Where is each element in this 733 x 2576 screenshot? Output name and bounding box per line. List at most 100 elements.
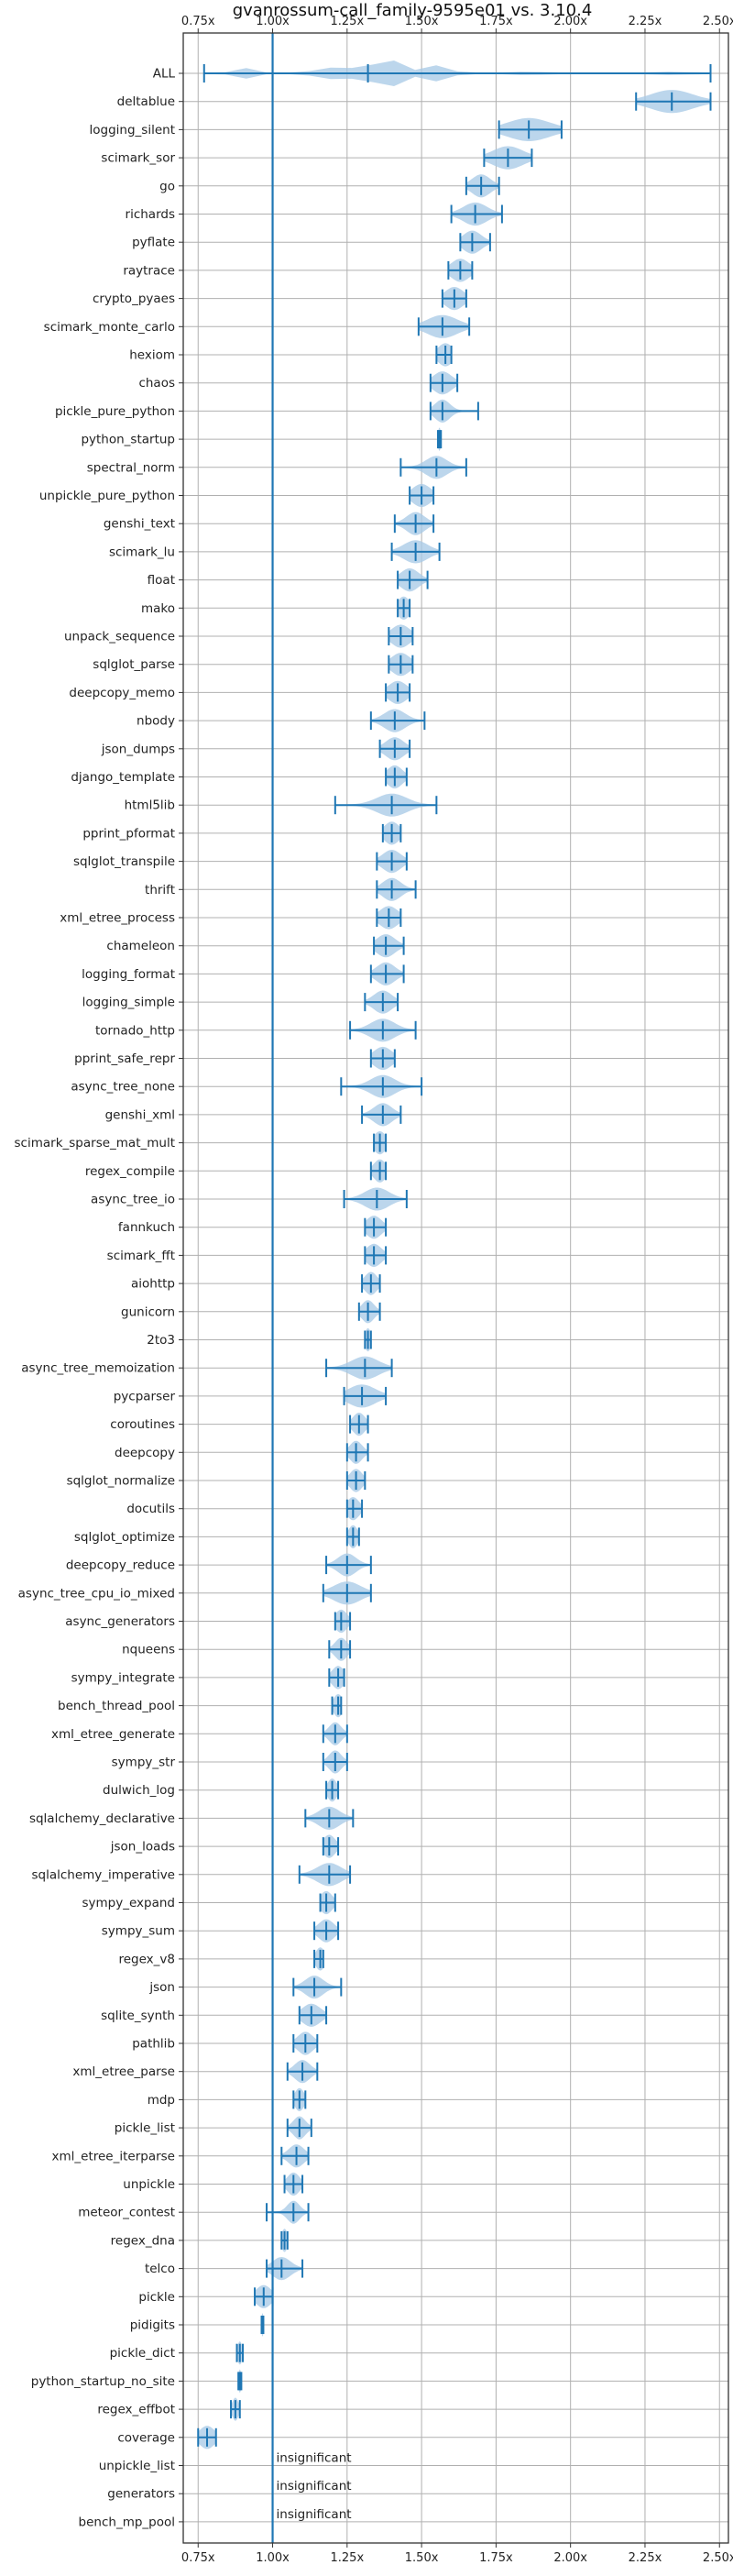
x-tick-label-top: 2.50x xyxy=(703,15,733,28)
benchmark-label: pycparser xyxy=(114,1389,176,1404)
benchmark-label: coverage xyxy=(117,2430,175,2445)
benchmark-label: scimark_lu xyxy=(109,545,175,559)
benchmark-label: json xyxy=(148,1980,175,1995)
benchmark-label: regex_compile xyxy=(85,1164,175,1179)
violin-bodies xyxy=(198,61,711,2449)
benchmark-label: async_tree_none xyxy=(71,1080,175,1095)
benchmark-label: deepcopy xyxy=(115,1446,175,1460)
benchmark-label: spectral_norm xyxy=(87,460,175,475)
benchmark-label: telco xyxy=(145,2262,175,2276)
benchmark-label: sympy_sum xyxy=(102,1924,175,1939)
benchmark-label: sqlglot_parse xyxy=(93,657,175,672)
whiskers xyxy=(197,64,712,2447)
benchmark-label: unpickle xyxy=(123,2177,175,2192)
benchmark-label: unpack_sequence xyxy=(64,630,175,644)
x-tick-label-top: 0.75x xyxy=(181,15,215,28)
benchmark-label: deepcopy_memo xyxy=(69,686,175,700)
x-tick-label-top: 1.25x xyxy=(331,15,365,28)
benchmark-label: bench_mp_pool xyxy=(79,2515,175,2529)
benchmark-label: async_generators xyxy=(65,1614,175,1629)
benchmark-label: html5lib xyxy=(125,798,175,813)
benchmark-label: bench_thread_pool xyxy=(58,1699,175,1713)
benchmark-label: sqlite_synth xyxy=(101,2009,175,2023)
benchmark-label: pickle_dict xyxy=(110,2346,175,2361)
benchmark-label: genshi_xml xyxy=(105,1107,175,1122)
benchmark-label: sympy_integrate xyxy=(71,1670,175,1685)
benchmark-label: nqueens xyxy=(122,1643,175,1657)
x-tick-label-bottom: 2.25x xyxy=(629,2551,662,2565)
grid xyxy=(183,33,728,2543)
benchmark-label: python_startup_no_site xyxy=(31,2374,175,2389)
x-tick-label-top: 2.00x xyxy=(553,15,587,28)
benchmark-label: async_tree_cpu_io_mixed xyxy=(18,1586,175,1601)
benchmark-label: go xyxy=(159,179,175,193)
plot-frame xyxy=(182,32,729,2544)
benchmark-label: pidigits xyxy=(130,2318,175,2333)
benchmark-label: pprint_safe_repr xyxy=(74,1051,175,1066)
x-tick-label-bottom: 1.00x xyxy=(256,2551,290,2565)
benchmark-label: tornado_http xyxy=(95,1023,175,1038)
benchmark-label: regex_dna xyxy=(111,2233,175,2248)
axis-ticks: 0.75x 0.75x 1.00x 1.00x 1.25x 1.25x 1.50x 1.50x… xyxy=(179,15,733,2565)
benchmark-label: raytrace xyxy=(123,263,175,278)
benchmark-label: mdp xyxy=(148,2093,175,2108)
benchmark-label: coroutines xyxy=(110,1417,175,1432)
benchmark-label: xml_etree_parse xyxy=(72,2064,175,2079)
benchmark-label: python_startup xyxy=(81,433,175,447)
benchmark-label: logging_silent xyxy=(90,123,175,138)
benchmark-label: hexiom xyxy=(129,348,175,363)
benchmark-label: scimark_fft xyxy=(107,1249,175,1263)
benchmark-label: xml_etree_generate xyxy=(51,1727,175,1742)
x-tick-label-bottom: 1.75x xyxy=(479,2551,513,2565)
benchmark-label: sqlglot_optimize xyxy=(74,1530,175,1545)
benchmark-label: json_loads xyxy=(110,1840,175,1855)
benchmark-label: aiohttp xyxy=(131,1277,175,1292)
benchmark-label: django_template xyxy=(71,770,175,785)
benchmark-label: sympy_str xyxy=(112,1756,176,1770)
insignificant-label: insignificant xyxy=(277,2451,352,2466)
benchmark-label: generators xyxy=(107,2487,175,2502)
x-tick-label-bottom: 1.25x xyxy=(331,2551,365,2565)
benchmark-label: dulwich_log xyxy=(103,1783,175,1798)
benchmark-label: sqlalchemy_imperative xyxy=(32,1867,176,1882)
benchmark-label: deepcopy_reduce xyxy=(66,1558,175,1573)
benchmark-label: scimark_sor xyxy=(101,151,175,166)
benchmark-label: gunicorn xyxy=(121,1305,175,1319)
benchmark-label: sympy_expand xyxy=(82,1896,175,1910)
x-tick-label-top: 2.25x xyxy=(629,15,662,28)
benchmark-label: chameleon xyxy=(106,939,175,953)
benchmark-label: chaos xyxy=(138,376,175,391)
benchmark-label: pyflate xyxy=(132,236,175,250)
benchmark-label: xml_etree_iterparse xyxy=(52,2149,176,2163)
x-tick-label-top: 1.75x xyxy=(479,15,513,28)
benchmark-label: crypto_pyaes xyxy=(93,292,175,306)
benchmark-label: pickle_list xyxy=(115,2121,175,2136)
benchmark-label: regex_effbot xyxy=(97,2403,175,2417)
x-tick-label-bottom: 1.50x xyxy=(405,2551,439,2565)
benchmark-label: xml_etree_process xyxy=(60,911,175,926)
benchmark-label: unpickle_pure_python xyxy=(39,489,175,503)
x-tick-label-bottom: 2.50x xyxy=(703,2551,733,2565)
benchmark-label: scimark_monte_carlo xyxy=(44,320,175,335)
benchmark-label: thrift xyxy=(145,883,175,897)
benchmark-label: async_tree_io xyxy=(91,1193,175,1207)
benchmark-label: json_dumps xyxy=(101,742,175,756)
benchmark-label: genshi_text xyxy=(104,517,175,532)
insignificant-label: insignificant xyxy=(277,2507,352,2522)
benchmark-label: pickle xyxy=(138,2290,175,2305)
benchmark-label: meteor_contest xyxy=(78,2206,175,2220)
benchmark-label: 2to3 xyxy=(147,1333,175,1348)
benchmark-label: richards xyxy=(126,207,175,222)
x-tick-label-bottom: 0.75x xyxy=(181,2551,215,2565)
benchmark-label: ALL xyxy=(153,67,176,82)
benchmark-label: sqlglot_transpile xyxy=(73,854,175,869)
benchmark-label: float xyxy=(148,573,175,588)
x-tick-label-top: 1.00x xyxy=(256,15,290,28)
x-tick-label-top: 1.50x xyxy=(405,15,439,28)
benchmark-label: pathlib xyxy=(132,2037,175,2052)
benchmark-label: logging_format xyxy=(82,967,175,982)
benchmark-label: docutils xyxy=(126,1502,175,1516)
x-tick-label-bottom: 2.00x xyxy=(553,2551,587,2565)
